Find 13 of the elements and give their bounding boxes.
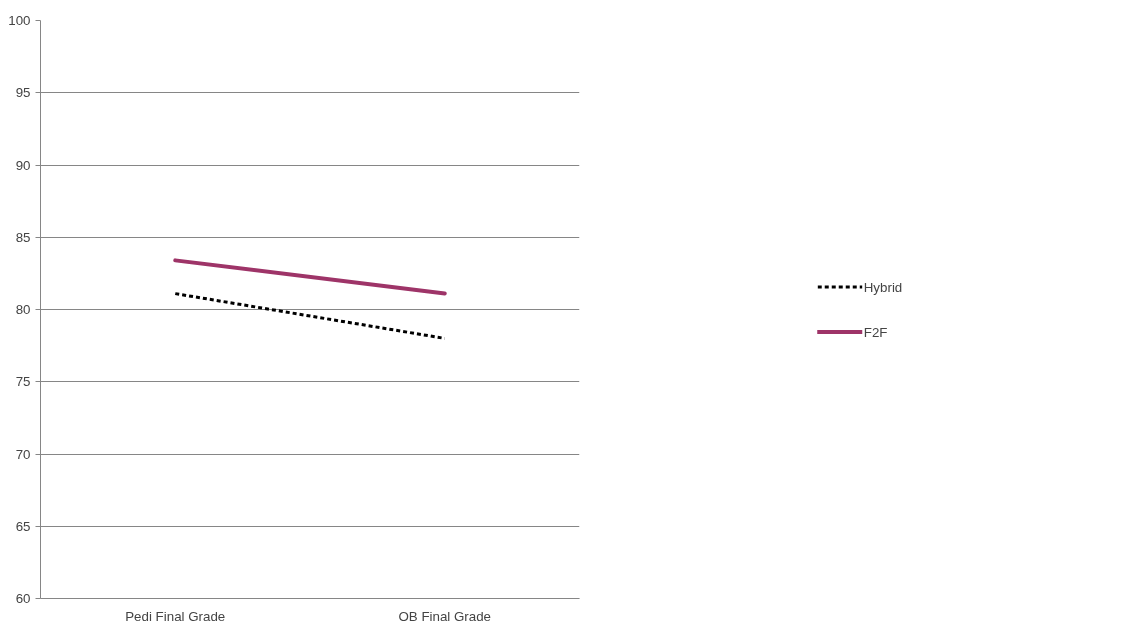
y-tick-label: 85 bbox=[15, 229, 31, 245]
y-tick-label: 95 bbox=[15, 85, 31, 101]
legend-label: F2F bbox=[863, 324, 888, 339]
y-tick-label: 70 bbox=[15, 446, 31, 462]
y-tick-label: 75 bbox=[15, 374, 31, 390]
y-tick-label: 100 bbox=[8, 13, 31, 28]
legend-label: Hybrid bbox=[863, 279, 903, 294]
y-tick-label: 60 bbox=[15, 591, 31, 606]
x-tick-label: Pedi Final Grade bbox=[125, 608, 226, 624]
x-tick-label: OB Final Grade bbox=[398, 608, 492, 624]
y-tick-label: 80 bbox=[15, 302, 31, 317]
y-tick-label: 90 bbox=[15, 157, 31, 173]
y-tick-label: 65 bbox=[15, 518, 31, 534]
